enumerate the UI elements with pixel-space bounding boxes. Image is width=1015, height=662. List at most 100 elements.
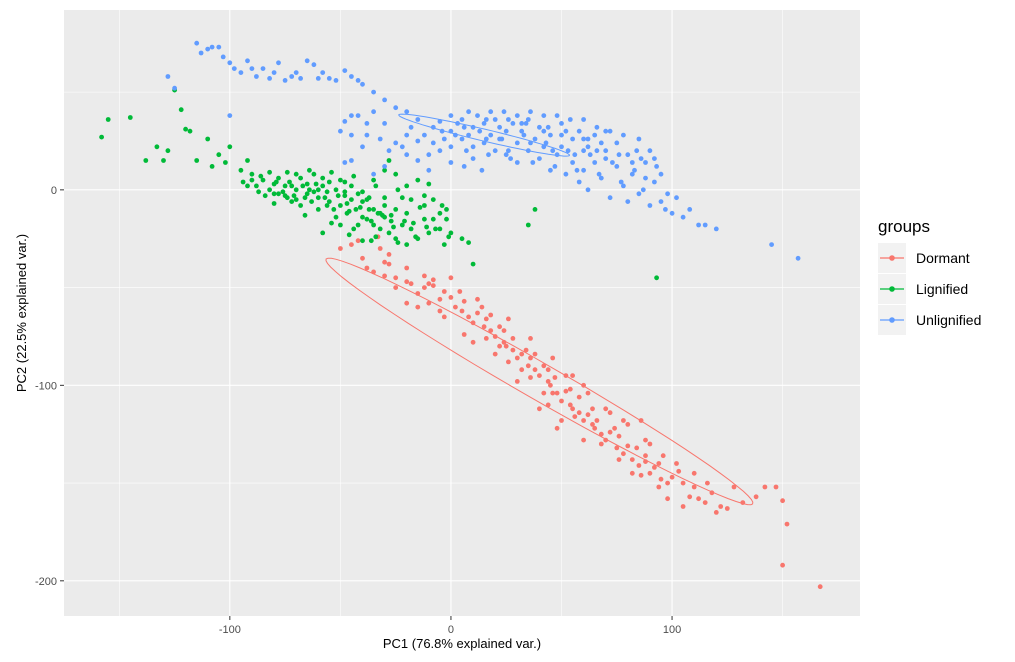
point-unlignified bbox=[652, 179, 657, 185]
point-dormant bbox=[371, 269, 376, 275]
point-lignified bbox=[399, 195, 405, 201]
point-lignified bbox=[446, 234, 452, 240]
point-lignified bbox=[280, 189, 286, 195]
point-unlignified bbox=[510, 121, 516, 126]
y-tick-label: -100 bbox=[35, 380, 57, 392]
point-lignified bbox=[444, 216, 449, 222]
point-lignified bbox=[291, 193, 297, 199]
point-unlignified bbox=[220, 54, 226, 60]
point-lignified bbox=[344, 201, 350, 206]
point-unlignified bbox=[267, 76, 272, 81]
point-lignified bbox=[99, 134, 104, 140]
point-unlignified bbox=[338, 128, 343, 134]
point-unlignified bbox=[198, 50, 204, 56]
point-dormant bbox=[691, 470, 697, 476]
point-dormant bbox=[475, 310, 480, 316]
point-unlignified bbox=[481, 140, 487, 146]
point-lignified bbox=[267, 187, 272, 193]
point-dormant bbox=[581, 437, 586, 443]
point-lignified bbox=[205, 136, 211, 142]
point-unlignified bbox=[408, 124, 414, 130]
point-unlignified bbox=[598, 140, 604, 146]
point-unlignified bbox=[665, 191, 670, 197]
point-dormant bbox=[528, 355, 533, 361]
point-lignified bbox=[313, 181, 319, 187]
point-unlignified bbox=[625, 199, 631, 205]
point-unlignified bbox=[426, 152, 432, 158]
point-unlignified bbox=[552, 164, 558, 169]
point-dormant bbox=[629, 457, 635, 462]
point-lignified bbox=[346, 208, 352, 214]
point-lignified bbox=[238, 167, 244, 173]
point-dormant bbox=[652, 465, 657, 470]
point-lignified bbox=[254, 183, 259, 189]
point-lignified bbox=[245, 158, 250, 163]
point-unlignified bbox=[227, 113, 233, 118]
point-dormant bbox=[598, 441, 604, 447]
point-lignified bbox=[408, 197, 414, 203]
point-lignified bbox=[329, 169, 334, 175]
point-unlignified bbox=[371, 89, 376, 95]
point-unlignified bbox=[470, 156, 476, 162]
point-unlignified bbox=[614, 164, 620, 169]
point-unlignified bbox=[371, 109, 376, 115]
point-dormant bbox=[497, 324, 502, 330]
point-lignified bbox=[433, 226, 438, 232]
point-unlignified bbox=[525, 117, 531, 122]
point-lignified bbox=[395, 240, 401, 246]
point-unlignified bbox=[514, 160, 520, 165]
point-lignified bbox=[271, 201, 277, 206]
point-unlignified bbox=[459, 136, 465, 142]
point-unlignified bbox=[276, 60, 281, 66]
point-lignified bbox=[209, 164, 215, 169]
point-unlignified bbox=[581, 167, 586, 173]
point-dormant bbox=[382, 273, 387, 279]
point-unlignified bbox=[349, 74, 354, 79]
point-dormant bbox=[404, 265, 410, 271]
point-dormant bbox=[817, 584, 823, 590]
point-lignified bbox=[388, 212, 394, 218]
point-dormant bbox=[479, 304, 485, 310]
point-dormant bbox=[669, 474, 675, 480]
point-dormant bbox=[590, 406, 595, 412]
point-dormant bbox=[762, 484, 768, 490]
point-unlignified bbox=[439, 128, 445, 134]
point-unlignified bbox=[702, 222, 708, 228]
point-lignified bbox=[258, 173, 264, 179]
point-unlignified bbox=[205, 46, 211, 52]
point-dormant bbox=[616, 433, 622, 439]
point-unlignified bbox=[479, 167, 485, 173]
point-dormant bbox=[501, 328, 507, 333]
point-dormant bbox=[364, 265, 370, 271]
point-lignified bbox=[329, 220, 334, 226]
point-unlignified bbox=[355, 78, 361, 83]
point-lignified bbox=[386, 158, 392, 163]
point-unlignified bbox=[260, 66, 266, 71]
point-unlignified bbox=[165, 74, 171, 79]
point-dormant bbox=[519, 351, 525, 357]
point-dormant bbox=[355, 238, 361, 244]
point-lignified bbox=[382, 195, 387, 201]
point-lignified bbox=[309, 199, 314, 205]
point-unlignified bbox=[629, 171, 635, 177]
point-dormant bbox=[567, 386, 573, 392]
point-unlignified bbox=[271, 70, 277, 75]
point-unlignified bbox=[349, 132, 354, 138]
point-dormant bbox=[592, 425, 598, 431]
point-unlignified bbox=[461, 164, 467, 169]
point-dormant bbox=[514, 355, 520, 361]
point-unlignified bbox=[523, 121, 529, 126]
point-lignified bbox=[371, 222, 376, 228]
point-lignified bbox=[315, 195, 321, 201]
point-lignified bbox=[320, 230, 326, 236]
x-tick-label: 100 bbox=[663, 624, 681, 636]
point-unlignified bbox=[563, 171, 569, 177]
point-unlignified bbox=[541, 113, 547, 118]
point-lignified bbox=[404, 183, 410, 189]
point-lignified bbox=[426, 181, 432, 187]
point-unlignified bbox=[548, 132, 553, 138]
point-dormant bbox=[660, 453, 666, 459]
point-dormant bbox=[563, 388, 569, 394]
point-unlignified bbox=[514, 140, 520, 146]
point-dormant bbox=[448, 275, 454, 281]
